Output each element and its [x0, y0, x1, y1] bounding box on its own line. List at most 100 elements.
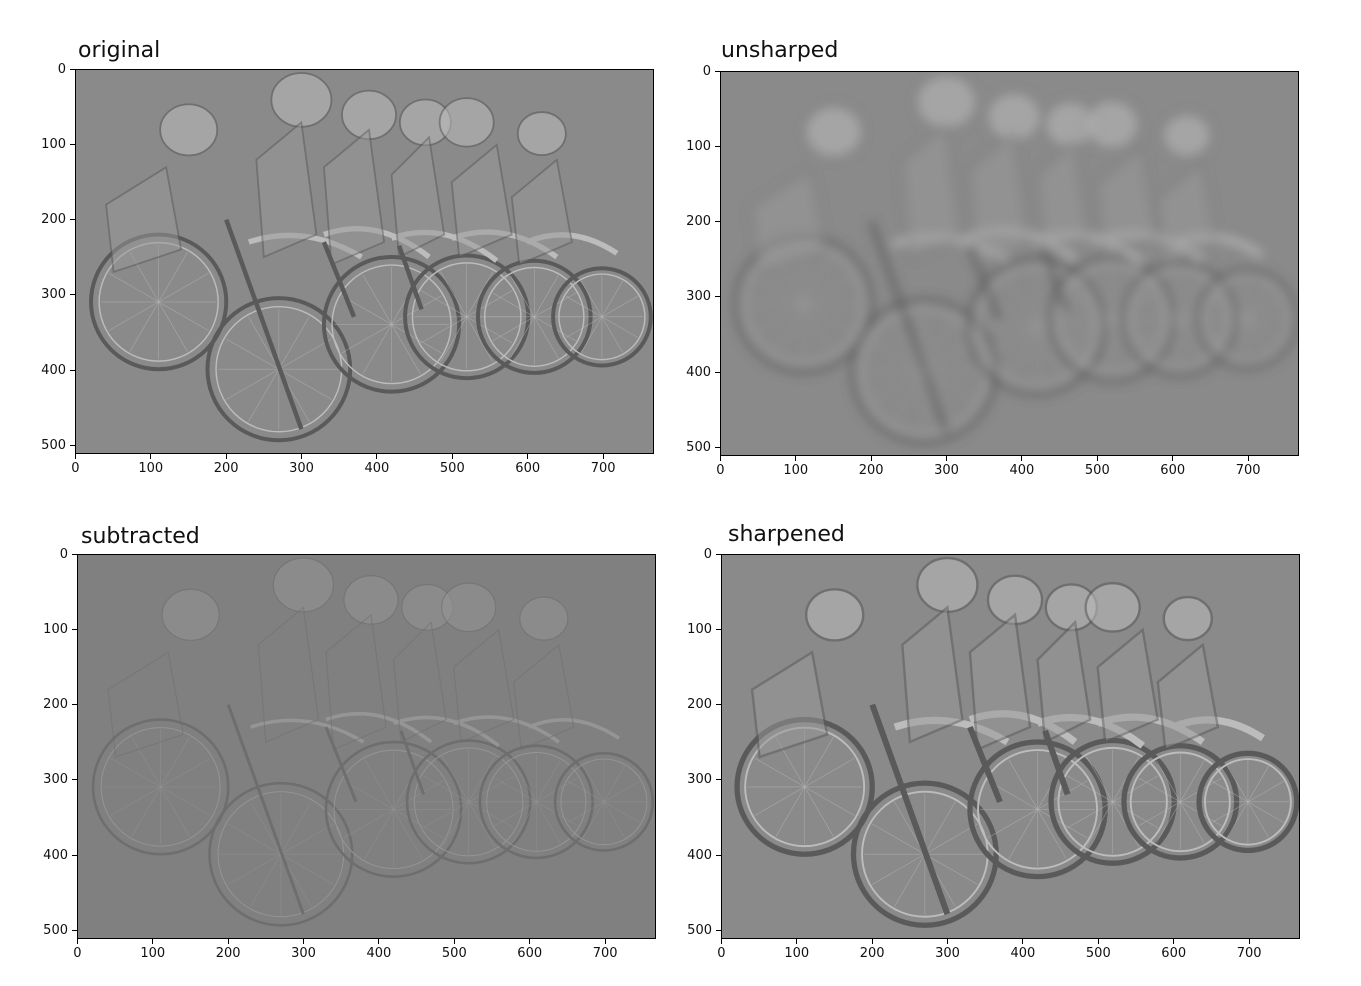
spoke-shape: [1226, 765, 1249, 803]
spoke-shape: [1037, 780, 1088, 810]
spoke-shape: [872, 853, 926, 885]
y-tick: [715, 70, 720, 72]
spoke-shape: [362, 274, 392, 325]
fork-shape: [869, 703, 951, 916]
helmet-shape: [441, 582, 497, 633]
spoke-shape: [924, 853, 978, 885]
fork-shape: [869, 220, 949, 432]
spoke-shape: [250, 801, 282, 855]
spoke-shape: [466, 290, 513, 318]
y-tick: [715, 296, 720, 298]
x-tick-label: 600: [1161, 946, 1187, 961]
spoke-shape: [362, 324, 392, 375]
x-tick: [947, 939, 949, 944]
y-tick: [716, 553, 721, 555]
helmet-shape: [516, 111, 567, 157]
fender-shape: [325, 712, 433, 744]
x-tick: [1022, 939, 1024, 944]
spoke-shape: [893, 371, 925, 424]
spoke-shape: [803, 254, 833, 305]
fork-shape: [967, 725, 1003, 803]
spoke-shape: [468, 756, 496, 803]
y-tick-label: 500: [43, 922, 68, 938]
spoke-shape: [923, 340, 977, 372]
spoke-shape: [872, 823, 926, 855]
spoke-shape: [494, 777, 537, 803]
x-tick: [227, 939, 229, 944]
spoke-shape: [1180, 760, 1205, 803]
x-tick-label: 100: [138, 461, 164, 476]
rider-shape: [257, 606, 320, 743]
spoke-shape: [466, 316, 494, 363]
spoke-shape: [534, 316, 559, 359]
spoke-shape: [603, 801, 625, 838]
wheel-rim-shape: [558, 273, 646, 361]
helmet-shape: [916, 556, 979, 614]
spoke-shape: [466, 316, 513, 344]
spoke-shape: [804, 786, 855, 816]
spoke-shape: [1138, 777, 1181, 803]
x-tick-label: 200: [213, 461, 239, 476]
x-tick: [1021, 456, 1023, 461]
y-tick: [70, 294, 75, 296]
x-tick-label: 0: [717, 946, 726, 961]
spoke-shape: [110, 758, 161, 788]
spoke-shape: [423, 775, 469, 803]
x-tick-label: 600: [517, 946, 543, 961]
x-tick-label: 300: [934, 463, 959, 478]
spoke-shape: [158, 301, 188, 352]
spoke-shape: [601, 295, 639, 318]
rider-shape: [967, 130, 1031, 268]
spoke-shape: [158, 273, 209, 303]
y-tick: [716, 929, 721, 931]
spoke-shape: [1112, 801, 1159, 829]
spoke-shape: [1111, 273, 1139, 320]
x-tick-label: 700: [590, 461, 616, 476]
y-tick: [70, 444, 75, 446]
wheel-rim-shape: [331, 264, 452, 385]
y-tick-label: 100: [43, 622, 68, 638]
spoke-shape: [341, 324, 392, 354]
spoke-shape: [512, 801, 537, 844]
x-tick: [376, 454, 378, 459]
spoke-shape: [753, 303, 804, 333]
helmet-shape: [438, 97, 495, 148]
x-tick: [719, 456, 721, 461]
spoke-shape: [1138, 801, 1181, 826]
x-tick: [1097, 939, 1099, 944]
spoke-shape: [803, 303, 854, 333]
spoke-shape: [393, 780, 444, 810]
y-tick-label: 100: [41, 137, 66, 153]
y-tick-label: 200: [43, 697, 68, 713]
x-tick-label: 500: [1085, 946, 1111, 961]
wheel-shape: [1196, 268, 1298, 370]
spoke-shape: [986, 326, 1037, 356]
spoke-shape: [1155, 318, 1180, 361]
spoke-shape: [158, 252, 188, 303]
spoke-shape: [894, 854, 926, 907]
x-tick-label: 400: [364, 461, 390, 476]
spoke-shape: [131, 786, 161, 837]
spoke-shape: [1156, 760, 1181, 803]
spoke-shape: [280, 853, 334, 885]
x-tick-label: 300: [291, 946, 316, 961]
y-tick: [715, 371, 720, 373]
y-tick-label: 300: [686, 289, 711, 305]
x-tick: [453, 939, 455, 944]
wheel-shape: [205, 296, 353, 443]
panel-title: original: [78, 38, 161, 63]
spoke-shape: [1111, 318, 1139, 365]
image-subtracted: [77, 554, 656, 939]
spoke-shape: [923, 318, 955, 372]
x-tick-label: 600: [515, 461, 541, 476]
spoke-shape: [510, 275, 535, 318]
x-tick-label: 200: [858, 463, 884, 478]
x-tick: [451, 454, 453, 459]
spoke-shape: [468, 801, 496, 848]
helmet-shape: [270, 72, 333, 128]
y-tick: [72, 704, 77, 706]
spoke-shape: [226, 338, 280, 370]
spoke-shape: [278, 316, 310, 370]
spoke-shape: [248, 369, 280, 422]
rider-shape: [255, 120, 318, 259]
